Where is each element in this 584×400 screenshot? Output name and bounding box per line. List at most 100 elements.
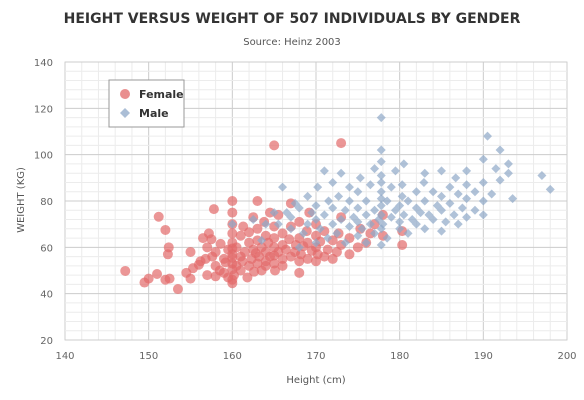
female-data-point: [244, 227, 255, 238]
female-data-point: [336, 138, 347, 149]
female-data-point: [294, 267, 305, 278]
male-data-point: [269, 208, 279, 218]
male-data-point: [445, 198, 455, 208]
male-data-point: [411, 219, 421, 229]
female-data-point: [249, 266, 260, 277]
male-data-point: [355, 173, 365, 183]
male-data-point: [340, 205, 350, 215]
male-data-point: [390, 166, 400, 176]
x-axis-label: Height (cm): [286, 375, 345, 386]
male-data-point: [495, 175, 505, 185]
female-data-point: [164, 273, 175, 284]
male-data-point: [462, 194, 472, 204]
female-data-point: [260, 260, 271, 271]
female-data-point: [242, 272, 253, 283]
female-data-point: [227, 196, 238, 206]
legend-female-marker: [120, 89, 130, 99]
male-data-point: [470, 187, 480, 197]
male-data-point: [420, 224, 430, 234]
male-data-point: [382, 196, 392, 206]
male-data-point: [437, 205, 446, 215]
female-data-point: [302, 237, 313, 248]
male-data-point: [397, 191, 407, 201]
female-data-point: [235, 230, 246, 241]
male-data-point: [411, 187, 421, 197]
female-data-point: [284, 234, 295, 245]
male-data-point: [334, 191, 344, 201]
male-data-point: [495, 145, 505, 155]
x-tick-label: 190: [474, 351, 493, 362]
legend: Female Male: [108, 79, 185, 128]
male-data-point: [365, 219, 375, 229]
male-data-point: [294, 242, 304, 252]
male-data-point: [286, 224, 296, 234]
y-tick-label: 20: [40, 336, 53, 347]
female-data-point: [302, 253, 313, 264]
x-axis-ticks: 140 150 160 170 180 190 200: [55, 351, 576, 362]
female-data-point: [269, 140, 280, 151]
y-tick-label: 100: [34, 151, 53, 162]
male-data-point: [227, 219, 237, 229]
male-data-point: [445, 182, 455, 192]
chart-subtitle: Source: Heinz 2003: [243, 37, 341, 48]
male-data-point: [395, 217, 405, 227]
male-data-point: [336, 215, 346, 225]
y-axis-ticks: 20 40 60 80 100 120 140: [34, 58, 53, 347]
male-data-point: [378, 219, 388, 229]
male-data-point: [483, 131, 493, 141]
male-data-point: [376, 177, 386, 187]
male-data-point: [328, 177, 338, 187]
data-points: [120, 113, 555, 295]
male-data-point: [311, 215, 321, 225]
male-data-point: [537, 171, 547, 181]
female-data-point: [202, 242, 213, 253]
female-data-point: [227, 278, 238, 289]
female-data-point: [163, 242, 174, 253]
male-data-point: [420, 168, 430, 178]
y-tick-label: 80: [40, 197, 53, 208]
male-data-point: [508, 194, 518, 204]
female-data-point: [239, 246, 250, 257]
male-data-point: [370, 228, 380, 238]
male-data-point: [278, 182, 288, 192]
male-data-point: [403, 196, 413, 206]
male-data-point: [437, 226, 446, 236]
male-data-point: [397, 180, 407, 190]
female-data-point: [210, 246, 221, 257]
x-tick-label: 180: [390, 351, 409, 362]
male-data-point: [248, 215, 258, 225]
male-data-point: [453, 219, 463, 229]
male-data-point: [437, 166, 446, 176]
female-data-point: [270, 265, 281, 276]
x-tick-label: 140: [55, 351, 74, 362]
female-data-point: [252, 196, 263, 206]
male-data-point: [503, 159, 513, 169]
female-data-point: [344, 249, 355, 260]
male-data-point: [365, 180, 375, 190]
female-data-point: [269, 233, 280, 244]
male-data-point: [353, 203, 363, 213]
legend-male-label: Male: [139, 107, 169, 120]
male-data-point: [478, 196, 488, 206]
y-tick-label: 60: [40, 243, 53, 254]
male-data-point: [319, 166, 329, 176]
male-data-point: [370, 164, 380, 174]
male-data-point: [332, 228, 342, 238]
male-data-point: [470, 205, 480, 215]
female-data-point: [277, 253, 288, 264]
male-data-point: [420, 196, 430, 206]
male-data-point: [449, 210, 459, 220]
female-data-point: [397, 240, 408, 251]
legend-male-marker: [120, 108, 130, 118]
male-data-point: [311, 238, 321, 248]
male-data-point: [361, 196, 371, 206]
legend-box: [108, 79, 185, 128]
male-data-point: [491, 164, 501, 174]
male-data-point: [376, 210, 386, 220]
chart-title: HEIGHT VERSUS WEIGHT OF 507 INDIVIDUALS …: [64, 11, 521, 27]
male-data-point: [428, 215, 438, 225]
male-data-point: [303, 219, 313, 229]
male-data-point: [307, 208, 317, 218]
female-data-point: [252, 223, 263, 234]
male-data-point: [273, 219, 283, 229]
